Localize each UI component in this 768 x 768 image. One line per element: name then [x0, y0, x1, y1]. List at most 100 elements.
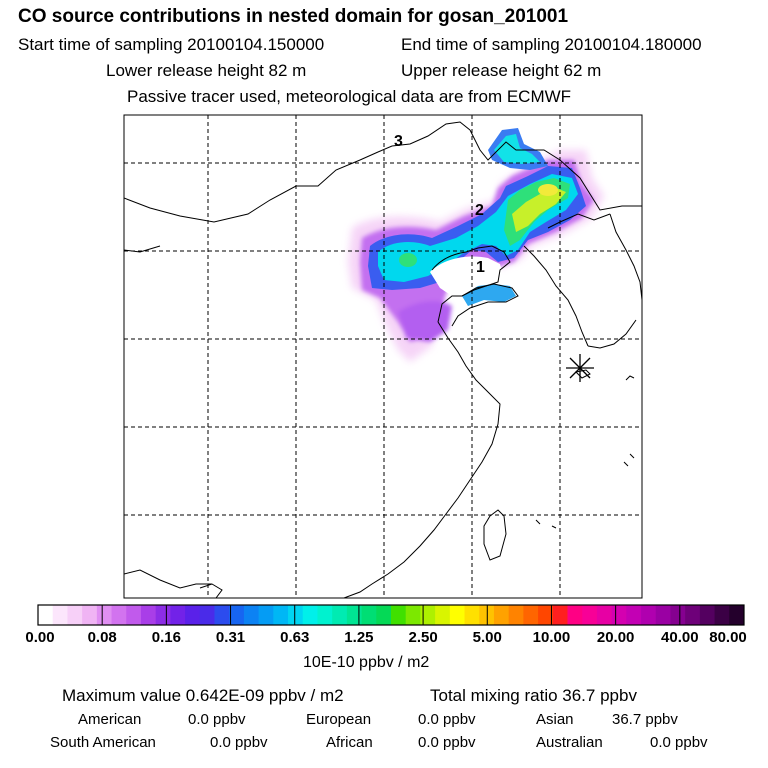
coast-southwest [124, 569, 212, 589]
plume-cyan-north [494, 134, 540, 164]
colorbar-swatch [508, 605, 524, 625]
colorbar-tick-label: 80.00 [709, 629, 747, 646]
border-inner-china [124, 245, 161, 253]
colorbar-tick-label: 0.16 [151, 629, 181, 646]
colorbar-swatch [82, 605, 98, 625]
border-mongolia [124, 121, 471, 223]
bohai-sea [430, 256, 504, 296]
colorbar-tick-label: 0.63 [280, 629, 310, 646]
colorbar-swatch [670, 605, 686, 625]
colorbar-swatch [199, 605, 215, 625]
colorbar-tick-label: 2.50 [408, 629, 438, 646]
colorbar-swatch [464, 605, 480, 625]
plume-green-spot-west [399, 253, 417, 267]
colorbar-swatch [641, 605, 657, 625]
region-value-european: 0.0 ppbv [418, 711, 476, 728]
coast-east-china [343, 321, 501, 598]
plume-yellow [512, 188, 566, 232]
maximum-value: Maximum value 0.642E-09 ppbv / m2 [62, 686, 344, 705]
point-label-2: 2 [475, 202, 484, 219]
hainan [199, 583, 223, 598]
coast-korea-south [587, 319, 637, 349]
border-korea-north [547, 213, 611, 229]
region-label-european: European [306, 711, 372, 728]
region-label-african: African [326, 734, 373, 751]
colorbar-tick-label: 10.00 [532, 629, 571, 646]
region-value-american: 0.0 ppbv [188, 711, 246, 728]
colorbar-swatch [214, 605, 230, 625]
map-frame [123, 114, 643, 599]
colorbar-swatch [420, 605, 436, 625]
region-label-south-american: South American [50, 734, 156, 751]
colorbar-swatch [302, 605, 318, 625]
colorbar-swatch [391, 605, 407, 625]
colorbar-swatch [52, 605, 68, 625]
region-label-asian: Asian [536, 711, 574, 728]
colorbar-swatch [714, 605, 730, 625]
plume-southern-lobe [398, 301, 452, 342]
region-label-american: American [78, 711, 142, 728]
colorbar-tick-label: 1.25 [344, 629, 374, 646]
colorbar-swatch [332, 605, 348, 625]
colorbar-swatch [376, 605, 392, 625]
upper-release-height: Upper release height 62 m [401, 61, 602, 80]
colorbar-swatch [126, 605, 142, 625]
colorbar-swatch [346, 605, 362, 625]
colorbar-swatch [405, 605, 421, 625]
colorbar-swatch [435, 605, 451, 625]
region-value-asian: 36.7 ppbv [612, 711, 678, 728]
coast-korea-west [523, 245, 589, 347]
colorbar-swatch [611, 605, 627, 625]
region-label-australian: Australian [536, 734, 603, 751]
colorbar-swatch [685, 605, 701, 625]
colorbar-swatch [96, 605, 112, 625]
region-value-african: 0.0 ppbv [418, 734, 476, 751]
colorbar-swatch [38, 605, 54, 625]
colorbar-tick-label: 0.08 [87, 629, 117, 646]
figure-title: CO source contributions in nested domain… [18, 6, 569, 27]
colorbar-swatch [170, 605, 186, 625]
colorbar-swatch [523, 605, 539, 625]
colorbar-frame [37, 604, 745, 626]
coast-shandong [451, 283, 519, 327]
colorbar [37, 605, 745, 625]
colorbar-swatch [317, 605, 333, 625]
colorbar-swatch [361, 605, 377, 625]
colorbar-swatch [449, 605, 465, 625]
region-value-australian: 0.0 ppbv [650, 734, 708, 751]
colorbar-swatch [288, 605, 304, 625]
colorbar-swatch [552, 605, 568, 625]
colorbar-swatch [567, 605, 583, 625]
plume-yellow-spot [538, 184, 558, 196]
lower-release-height: Lower release height 82 m [106, 61, 307, 80]
colorbar-tick-label: 5.00 [472, 629, 502, 646]
coast-korea-east [609, 213, 642, 301]
colorbar-swatch [273, 605, 289, 625]
coastlines [124, 121, 642, 598]
colorbar-units: 10E-10 ppbv / m2 [303, 654, 430, 671]
colorbar-swatch [67, 605, 83, 625]
ryukyu-islands [535, 375, 635, 529]
sampling-end: End time of sampling 20100104.180000 [401, 35, 702, 54]
colorbar-tick-label: 40.00 [661, 629, 699, 646]
colorbar-tick-label: 0.31 [215, 629, 246, 646]
tracer-note: Passive tracer used, meteorological data… [127, 87, 572, 106]
colorbar-tick-label: 0.00 [25, 629, 55, 646]
colorbar-swatch [626, 605, 642, 625]
colorbar-swatch [729, 605, 745, 625]
colorbar-swatch [243, 605, 260, 625]
region-value-south-american: 0.0 ppbv [210, 734, 268, 751]
colorbar-swatch [493, 605, 510, 625]
colorbar-swatch [229, 605, 245, 625]
colorbar-swatch [699, 605, 715, 625]
total-mixing-ratio: Total mixing ratio 36.7 ppbv [430, 686, 637, 705]
colorbar-swatch [258, 605, 274, 625]
point-label-3: 3 [394, 133, 403, 150]
colorbar-swatch [538, 605, 554, 625]
colorbar-swatch [596, 605, 613, 625]
colorbar-swatch [111, 605, 127, 625]
colorbar-swatch [655, 605, 671, 625]
asterisk-station-icon [566, 354, 594, 382]
point-label-1: 1 [476, 259, 485, 276]
